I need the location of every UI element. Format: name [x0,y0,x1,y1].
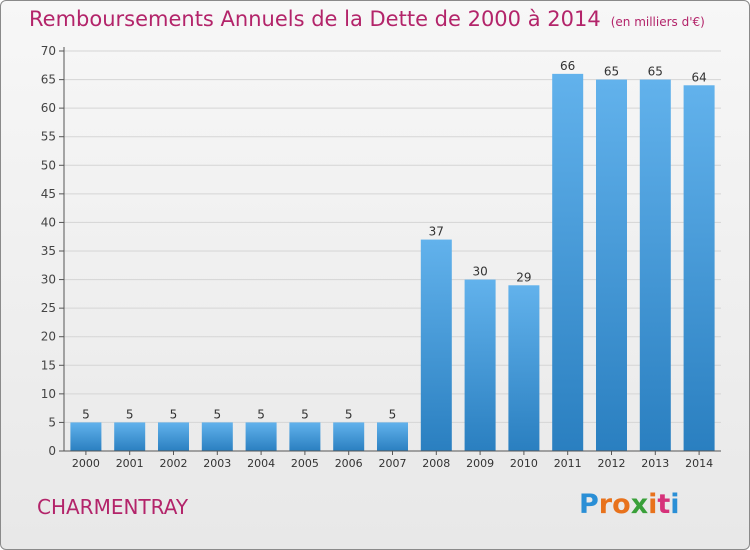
bar-value-label: 37 [429,225,444,239]
x-tick-label: 2009 [466,457,494,470]
x-tick-label: 2000 [72,457,100,470]
chart-title: Remboursements Annuels de la Dette de 20… [29,7,705,31]
y-tick-label: 35 [41,244,56,258]
logo-letter: i [648,489,658,520]
y-tick-label: 15 [41,358,56,372]
logo-letter: r [598,489,613,520]
commune-name: CHARMENTRAY [37,495,189,519]
bar-value-label: 5 [170,407,178,421]
x-tick-label: 2011 [554,457,582,470]
bar-2007 [377,422,408,451]
logo-letter: t [657,489,671,520]
bar-value-label: 5 [82,407,90,421]
bar-2006 [333,422,365,451]
bar-value-label: 29 [516,270,531,284]
x-tick-label: 2010 [510,457,538,470]
bar-2005 [289,422,321,451]
x-tick-label: 2007 [379,457,407,470]
bar-value-label: 5 [126,407,134,421]
y-tick-label: 50 [41,158,56,172]
x-tick-label: 2012 [598,457,626,470]
bar-2012 [596,79,627,452]
bar-2010 [508,285,540,451]
y-tick-label: 45 [41,187,56,201]
bar-2011 [552,73,584,451]
bar-value-label: 5 [301,407,309,421]
x-tick-label: 2013 [641,457,669,470]
bars [70,73,715,452]
title-text: Remboursements Annuels de la Dette de 20… [29,7,601,31]
bar-value-label: 5 [345,407,353,421]
x-tick-label: 2004 [247,457,275,470]
y-tick-label: 10 [41,387,56,401]
bar-2014 [683,85,715,452]
bar-2004 [245,422,277,451]
logo-letter: o [612,489,631,520]
bar-value-label: 30 [472,265,487,279]
bar-2009 [464,279,496,451]
x-tick-label: 2002 [160,457,188,470]
y-tick-label: 20 [41,330,56,344]
proxiti-logo: Proxiti [579,489,680,520]
logo-letter: i [670,489,680,520]
labels: 0510152025303540455055606570520005200152… [41,44,713,470]
y-tick-label: 65 [41,73,56,87]
bar-2000 [70,422,102,451]
y-tick-label: 60 [41,101,56,115]
x-tick-label: 2014 [685,457,713,470]
bar-value-label: 5 [257,407,265,421]
bar-2002 [158,422,189,451]
bar-chart: 0510152025303540455055606570520005200152… [41,44,721,470]
bar-2008 [420,239,452,451]
x-tick-label: 2005 [291,457,319,470]
bar-value-label: 64 [691,70,706,84]
y-tick-label: 5 [48,415,56,429]
y-tick-label: 55 [41,130,56,144]
x-tick-label: 2001 [116,457,144,470]
bar-2003 [201,422,233,451]
y-tick-label: 0 [48,444,56,458]
logo-letter: x [630,489,649,520]
bar-2013 [639,79,671,452]
x-tick-label: 2008 [422,457,450,470]
bar-value-label: 5 [389,407,397,421]
y-tick-label: 40 [41,215,56,229]
axes [59,47,721,455]
y-tick-label: 70 [41,44,56,58]
x-tick-label: 2003 [203,457,231,470]
bar-value-label: 65 [648,65,663,79]
bar-value-label: 5 [213,407,221,421]
title-unit: (en milliers d'€) [610,15,705,29]
y-tick-label: 25 [41,301,56,315]
y-tick-label: 30 [41,273,56,287]
bar-value-label: 65 [604,65,619,79]
bar-2001 [114,422,146,451]
x-tick-label: 2006 [335,457,363,470]
bar-value-label: 66 [560,59,575,73]
logo-letter: P [579,489,599,520]
